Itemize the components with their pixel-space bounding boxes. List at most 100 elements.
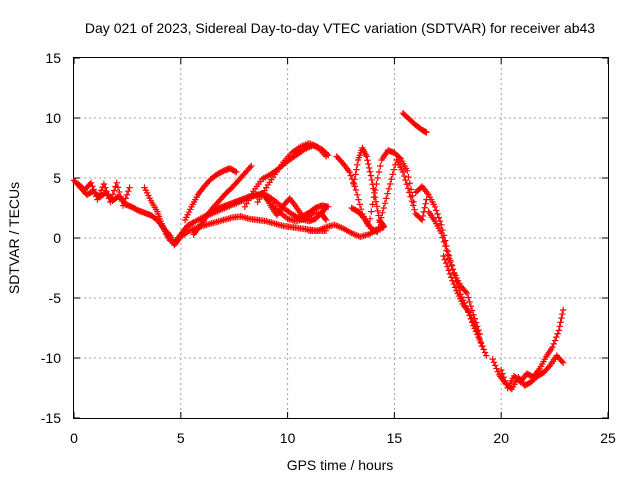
data-point — [399, 168, 407, 176]
data-point — [360, 214, 367, 221]
data-point — [371, 189, 378, 197]
data-point — [500, 374, 507, 381]
data-point — [471, 320, 478, 328]
series-track-n — [399, 110, 430, 136]
data-point — [401, 172, 408, 180]
data-point — [550, 340, 557, 348]
data-point — [498, 366, 505, 374]
data-point — [380, 222, 387, 230]
data-point — [352, 186, 360, 194]
data-point — [95, 193, 102, 200]
data-point — [117, 193, 124, 200]
data-point — [404, 185, 412, 192]
data-point — [422, 200, 429, 207]
data-point — [388, 176, 395, 183]
data-point — [370, 185, 377, 192]
y-axis-tick-labels: -15 -10 -5 0 5 10 15 — [41, 50, 61, 426]
x-tick-label: 20 — [493, 430, 509, 446]
data-point — [450, 280, 457, 288]
data-point — [96, 190, 104, 197]
data-point — [499, 370, 506, 377]
data-point — [473, 327, 481, 334]
data-point — [114, 184, 122, 191]
data-point — [369, 181, 376, 188]
data-point — [116, 188, 123, 196]
series-track-s — [498, 306, 567, 392]
data-point — [558, 358, 566, 365]
data-point — [489, 356, 496, 363]
data-point — [321, 204, 329, 212]
data-point — [125, 188, 132, 195]
data-point — [347, 172, 355, 179]
data-point — [440, 238, 448, 246]
data-point — [384, 190, 391, 197]
data-point — [492, 362, 499, 369]
data-point — [369, 201, 376, 208]
data-point — [444, 263, 451, 270]
data-point — [439, 234, 446, 241]
data-point — [108, 194, 115, 202]
data-point — [90, 186, 97, 193]
data-point — [406, 189, 413, 196]
data-point — [474, 331, 482, 338]
y-tick-label: -15 — [41, 410, 61, 426]
data-point — [354, 191, 361, 198]
data-point — [490, 359, 498, 366]
data-point — [354, 161, 361, 168]
data-point — [94, 196, 101, 203]
data-point — [434, 210, 441, 218]
data-point — [468, 314, 475, 322]
data-point — [367, 172, 375, 179]
data-point — [383, 195, 390, 202]
x-axis-tick-labels: 0 5 10 15 20 25 — [70, 430, 616, 446]
data-point — [438, 230, 445, 237]
data-point — [321, 215, 329, 222]
data-point — [559, 306, 567, 314]
data-point — [385, 185, 393, 192]
data-point — [478, 342, 486, 350]
data-point — [435, 214, 443, 221]
data-point — [366, 215, 374, 222]
data-point — [386, 180, 394, 188]
data-point — [465, 309, 473, 316]
data-point — [442, 242, 449, 250]
data-point — [447, 258, 454, 266]
data-point — [465, 294, 472, 301]
series-track-m — [348, 156, 430, 236]
data-point — [352, 171, 359, 178]
y-tick-label: 15 — [45, 50, 61, 66]
data-point — [438, 221, 445, 228]
data-point — [371, 194, 379, 201]
x-tick-label: 10 — [280, 430, 296, 446]
data-point — [89, 182, 96, 190]
data-point — [374, 228, 381, 236]
data-point — [403, 181, 410, 188]
data-point — [556, 323, 563, 330]
data-point — [440, 252, 447, 260]
y-tick-label: 10 — [45, 110, 61, 126]
data-point — [368, 208, 375, 215]
data-point — [233, 168, 240, 176]
data-point — [101, 184, 109, 191]
data-point — [555, 327, 563, 334]
data-point — [559, 310, 566, 318]
data-points — [70, 110, 567, 393]
data-point — [445, 255, 453, 262]
series-track-d — [181, 165, 240, 224]
data-point — [559, 359, 567, 366]
data-point — [375, 224, 382, 231]
data-point — [100, 180, 108, 188]
data-point — [119, 202, 127, 209]
series-track-e — [190, 162, 255, 238]
data-point — [404, 167, 411, 174]
y-tick-label: 0 — [53, 230, 61, 246]
data-point — [375, 168, 383, 176]
chart-title: Day 021 of 2023, Sidereal Day-to-day VTE… — [85, 20, 595, 36]
data-point — [356, 201, 363, 208]
data-point — [483, 352, 490, 359]
data-point — [494, 368, 501, 375]
data-point — [355, 196, 362, 203]
data-point — [126, 184, 133, 191]
data-point — [441, 256, 449, 263]
